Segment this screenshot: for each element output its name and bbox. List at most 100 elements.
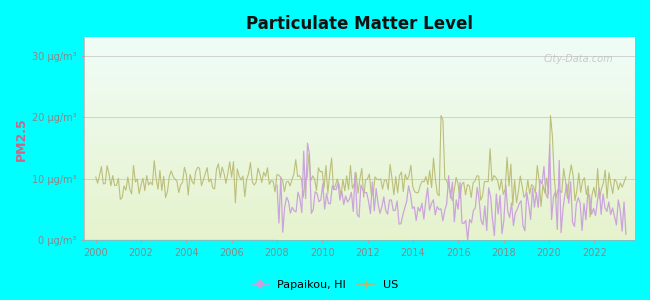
Bar — [84, 198, 635, 200]
Bar — [84, 177, 635, 178]
Bar — [84, 162, 635, 163]
Bar — [84, 232, 635, 234]
Bar — [84, 116, 635, 117]
Bar — [84, 159, 635, 160]
Bar — [84, 206, 635, 208]
Bar — [84, 73, 635, 74]
Bar — [84, 50, 635, 51]
Bar — [84, 174, 635, 176]
Bar — [84, 179, 635, 181]
Bar — [84, 54, 635, 55]
Bar — [84, 166, 635, 167]
Bar — [84, 123, 635, 124]
Bar — [84, 124, 635, 125]
Bar — [84, 70, 635, 71]
Bar — [84, 185, 635, 186]
Bar — [84, 169, 635, 170]
Bar — [84, 176, 635, 177]
Bar — [84, 216, 635, 218]
Bar — [84, 208, 635, 209]
Bar — [84, 238, 635, 239]
Bar — [84, 220, 635, 221]
Bar — [84, 51, 635, 52]
Bar — [84, 143, 635, 144]
Bar — [84, 83, 635, 85]
Bar — [84, 115, 635, 116]
Bar — [84, 109, 635, 110]
Bar — [84, 59, 635, 60]
Bar — [84, 155, 635, 156]
Bar — [84, 136, 635, 137]
Bar — [84, 108, 635, 109]
Y-axis label: PM2.5: PM2.5 — [15, 117, 28, 161]
Bar — [84, 205, 635, 206]
Bar — [84, 151, 635, 152]
Bar — [84, 63, 635, 64]
Bar — [84, 152, 635, 154]
Bar — [84, 128, 635, 129]
Text: City-Data.com: City-Data.com — [543, 54, 613, 64]
Bar — [84, 228, 635, 230]
Legend: Papaikou, HI, US: Papaikou, HI, US — [248, 275, 402, 294]
Bar — [84, 139, 635, 140]
Bar — [84, 173, 635, 174]
Bar — [84, 118, 635, 120]
Bar — [84, 211, 635, 212]
Bar — [84, 106, 635, 108]
Bar — [84, 209, 635, 211]
Bar — [84, 200, 635, 201]
Bar — [84, 47, 635, 48]
Bar — [84, 135, 635, 136]
Bar — [84, 202, 635, 204]
Bar — [84, 201, 635, 202]
Bar — [84, 66, 635, 67]
Bar — [84, 218, 635, 219]
Bar — [84, 167, 635, 169]
Bar — [84, 186, 635, 188]
Bar — [84, 184, 635, 185]
Bar — [84, 160, 635, 162]
Bar — [84, 132, 635, 134]
Bar — [84, 219, 635, 220]
Bar — [84, 101, 635, 102]
Bar — [84, 140, 635, 142]
Bar — [84, 197, 635, 198]
Bar — [84, 86, 635, 87]
Bar — [84, 71, 635, 73]
Bar — [84, 154, 635, 155]
Bar — [84, 112, 635, 113]
Bar — [84, 40, 635, 41]
Bar — [84, 37, 635, 39]
Bar — [84, 93, 635, 94]
Bar — [84, 165, 635, 166]
Bar — [84, 221, 635, 223]
Bar — [84, 39, 635, 40]
Bar — [84, 150, 635, 151]
Bar — [84, 142, 635, 143]
Bar — [84, 104, 635, 105]
Bar — [84, 204, 635, 205]
Bar — [84, 105, 635, 106]
Bar — [84, 52, 635, 54]
Bar — [84, 144, 635, 145]
Bar — [84, 82, 635, 83]
Bar — [84, 192, 635, 193]
Bar — [84, 125, 635, 127]
Bar — [84, 235, 635, 236]
Bar — [84, 158, 635, 159]
Bar — [84, 44, 635, 46]
Title: Particulate Matter Level: Particulate Matter Level — [246, 15, 473, 33]
Bar — [84, 62, 635, 63]
Bar — [84, 137, 635, 139]
Bar — [84, 110, 635, 112]
Bar — [84, 148, 635, 150]
Bar — [84, 92, 635, 93]
Bar — [84, 226, 635, 227]
Bar — [84, 131, 635, 132]
Bar — [84, 223, 635, 224]
Bar — [84, 227, 635, 228]
Bar — [84, 113, 635, 115]
Bar — [84, 41, 635, 43]
Bar — [84, 239, 635, 240]
Bar — [84, 64, 635, 66]
